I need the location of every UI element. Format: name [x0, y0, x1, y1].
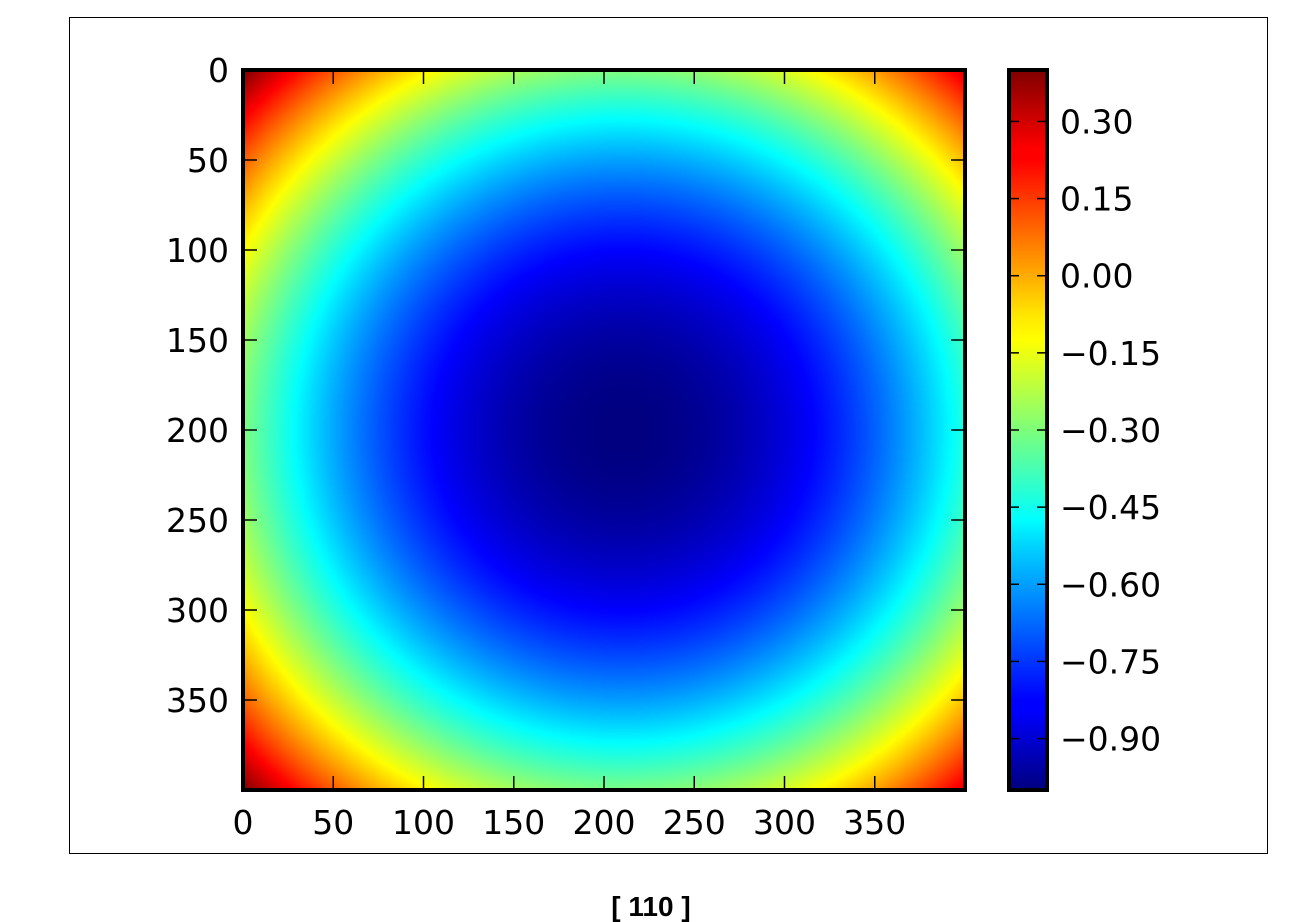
- x-tick-label: 150: [482, 803, 545, 842]
- colorbar-tick-label: −0.45: [1060, 488, 1161, 527]
- colorbar-tick-label: −0.60: [1060, 565, 1161, 604]
- x-tick-label: 300: [753, 803, 816, 842]
- heatmap-raster: [243, 70, 965, 790]
- x-tick-label: 50: [312, 803, 354, 842]
- x-tick-label: 100: [392, 803, 455, 842]
- colorbar-tick-label: −0.90: [1060, 720, 1161, 759]
- y-tick-label: 0: [208, 51, 229, 90]
- x-tick-label: 0: [233, 803, 254, 842]
- x-tick-label: 250: [663, 803, 726, 842]
- page-number: [ 110 ]: [611, 891, 691, 922]
- y-tick-label: 250: [166, 501, 229, 540]
- y-tick-label: 350: [166, 681, 229, 720]
- colorbar-tick-label: 0.00: [1060, 257, 1133, 296]
- y-tick-label: 300: [166, 591, 229, 630]
- y-tick-label: 100: [166, 231, 229, 270]
- colorbar-tick-label: −0.75: [1060, 642, 1161, 681]
- colorbar-tick-label: −0.30: [1060, 411, 1161, 450]
- y-tick-label: 200: [166, 411, 229, 450]
- heatmap-image: [243, 70, 965, 790]
- y-tick-label: 150: [166, 321, 229, 360]
- y-tick-label: 50: [187, 141, 229, 180]
- colorbar-tick-label: 0.30: [1060, 102, 1133, 141]
- x-tick-label: 200: [573, 803, 636, 842]
- colorbar-tick-label: 0.15: [1060, 180, 1133, 219]
- x-tick-label: 350: [843, 803, 906, 842]
- colorbar-tick-label: −0.15: [1060, 334, 1161, 373]
